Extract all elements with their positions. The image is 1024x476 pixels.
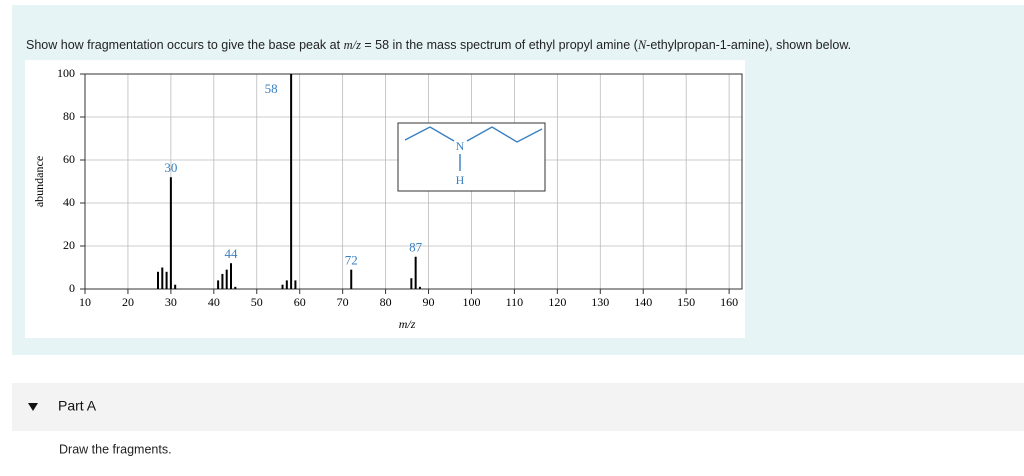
peak-label: 87 <box>409 240 423 255</box>
x-tick-label: 20 <box>122 295 134 309</box>
y-tick-label: 0 <box>69 281 75 295</box>
y-tick-label: 60 <box>63 152 75 166</box>
part-title[interactable]: Part A <box>58 398 97 414</box>
x-tick-label: 80 <box>380 295 392 309</box>
x-tick-label: 110 <box>506 295 524 309</box>
atom-label: N <box>456 139 465 153</box>
x-tick-label: 100 <box>462 295 480 309</box>
x-tick-label: 140 <box>634 295 652 309</box>
x-tick-label: 40 <box>208 295 220 309</box>
structure-box <box>397 122 546 192</box>
question-text: -ethylpropan-1-amine), shown below. <box>646 38 851 52</box>
x-tick-label: 30 <box>165 295 177 309</box>
part-header[interactable] <box>12 383 1024 431</box>
peak-label: 58 <box>265 81 278 96</box>
x-tick-label: 10 <box>79 295 91 309</box>
question: Show how fragmentation occurs to give th… <box>26 38 851 52</box>
bond <box>466 126 543 143</box>
x-tick-label: 150 <box>677 295 695 309</box>
question-text: = 58 in the mass spectrum of ethyl propy… <box>361 38 639 52</box>
plot-frame <box>84 73 743 290</box>
peak-label: 30 <box>164 160 177 175</box>
peak-label: 72 <box>345 253 358 268</box>
x-tick-label: 70 <box>337 295 349 309</box>
part-instruction: Draw the fragments. <box>59 442 172 456</box>
question-text: Show how fragmentation occurs to give th… <box>26 38 344 52</box>
question-italic: N <box>637 38 647 52</box>
question-italic: m/z <box>344 38 362 52</box>
x-tick-label: 160 <box>720 295 738 309</box>
x-tick-label: 130 <box>591 295 609 309</box>
x-tick-label: 50 <box>251 295 263 309</box>
bond <box>404 126 455 142</box>
structure: N H <box>397 122 546 192</box>
y-tick-label: 100 <box>57 66 75 80</box>
x-tick-label: 60 <box>294 295 306 309</box>
y-tick-label: 40 <box>63 195 75 209</box>
y-axis-title: abundance <box>32 156 46 207</box>
chart-panel <box>25 60 745 338</box>
atom-label: H <box>456 173 465 187</box>
peak-label: 44 <box>225 246 239 261</box>
x-tick-label: 90 <box>423 295 435 309</box>
chart: 0 20 40 60 80 100 10 20 30 40 50 60 70 80 90 100 110 120 1… <box>32 66 743 331</box>
y-tick-label: 80 <box>63 109 75 123</box>
collapse-toggle[interactable] <box>28 403 38 411</box>
x-axis-title: m/z <box>399 317 416 331</box>
y-tick-label: 20 <box>63 238 75 252</box>
x-tick-label: 120 <box>548 295 566 309</box>
